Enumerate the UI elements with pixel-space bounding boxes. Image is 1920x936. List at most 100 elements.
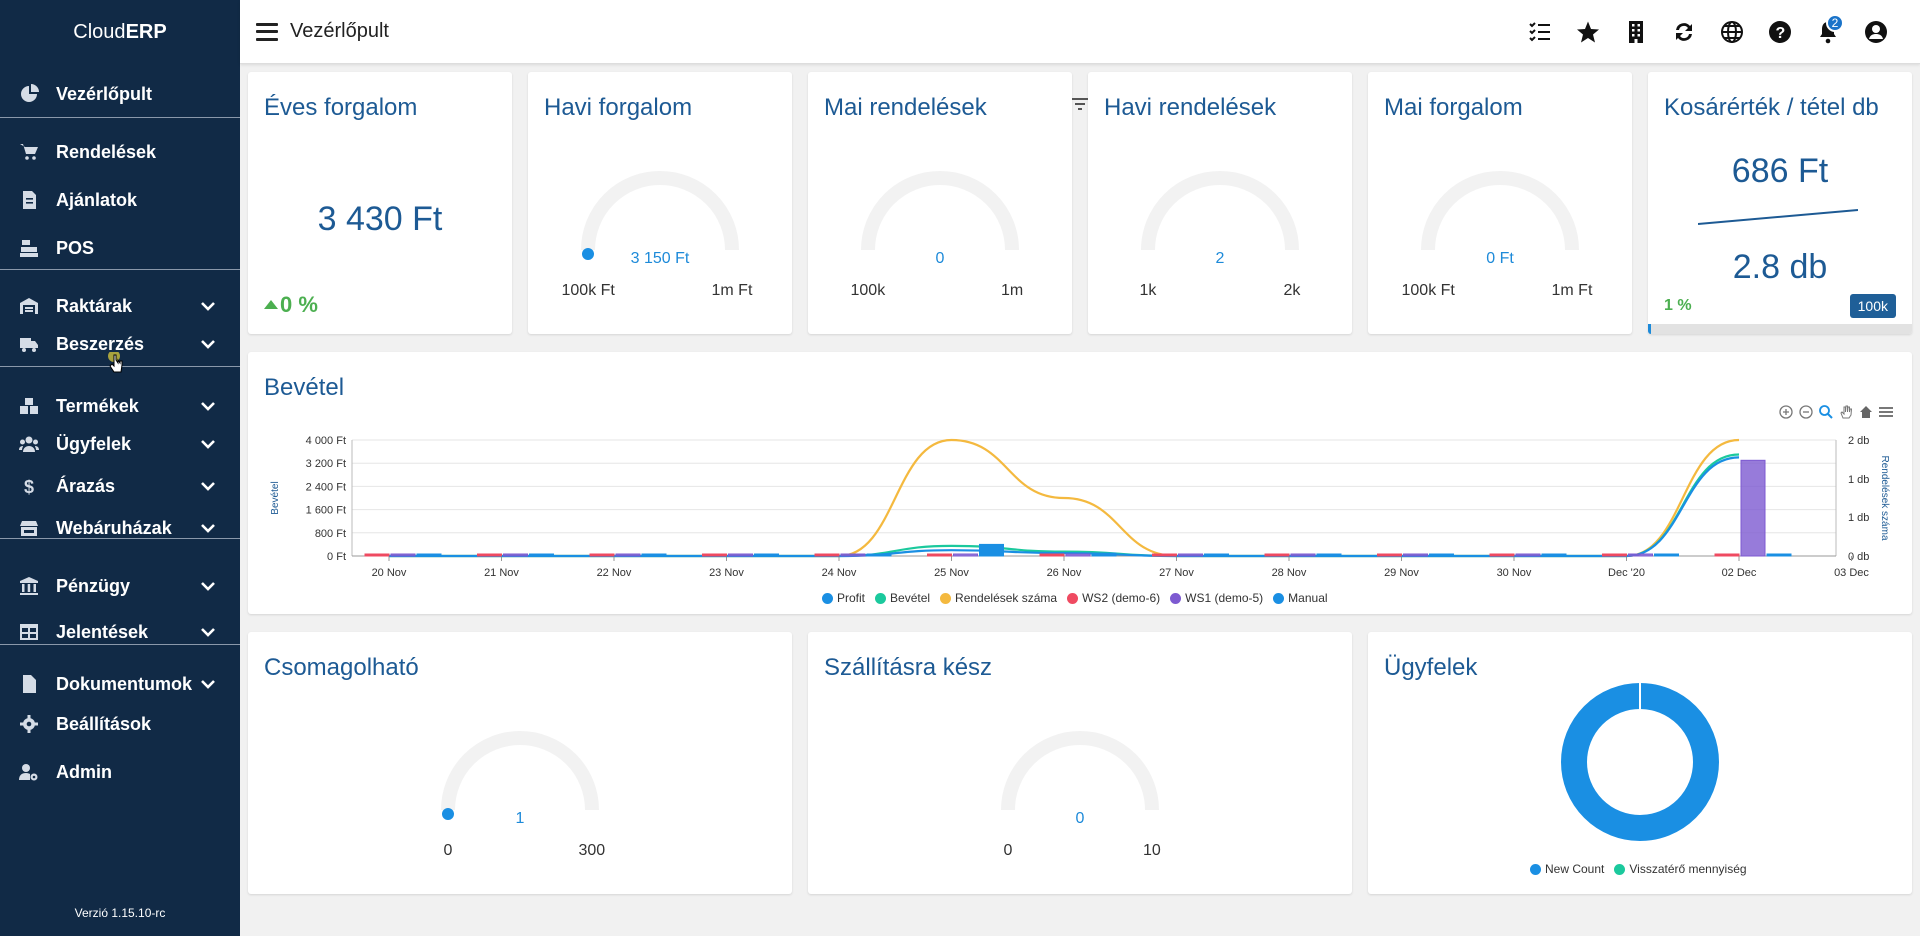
legend-item[interactable]: Profit — [822, 591, 865, 605]
sidebar-item-pos[interactable]: POS — [0, 226, 240, 270]
filter-icon[interactable] — [1070, 96, 1090, 112]
divider-line — [1698, 209, 1858, 225]
gauge-max-label: 1m — [1001, 282, 1024, 299]
chevron-down-icon[interactable] — [200, 298, 216, 314]
legend-item[interactable]: WS2 (demo-6) — [1067, 591, 1160, 605]
card-ugyfelek: Ügyfelek New Count Visszatérő mennyiség — [1368, 632, 1912, 894]
app-logo[interactable]: Cloud ERP — [0, 0, 240, 64]
threshold-button[interactable]: 100k — [1849, 294, 1896, 318]
chevron-down-icon[interactable] — [200, 578, 216, 594]
series-line-bev-tel — [389, 453, 1740, 558]
x-tick-label: 30 Nov — [1497, 567, 1532, 579]
legend-item[interactable]: Manual — [1273, 591, 1328, 605]
menu-toggle-icon[interactable] — [256, 22, 278, 41]
bell-icon[interactable]: 2 — [1804, 8, 1852, 56]
sidebar-item-dokumentumok[interactable]: Dokumentumok — [0, 662, 240, 706]
x-tick-label: 25 Nov — [934, 567, 969, 579]
y-tick-label: 4 000 Ft — [306, 435, 346, 447]
svg-text:?: ? — [1776, 25, 1786, 42]
gauge-track — [861, 171, 1019, 251]
basket-value: 686 Ft — [1731, 152, 1829, 190]
building-icon[interactable] — [1612, 8, 1660, 56]
sidebar-item-rendelesek[interactable]: Rendelések — [0, 130, 240, 174]
bar-ws1-demo-5- — [390, 553, 416, 557]
bar-ws2-demo-6- — [702, 553, 727, 557]
y-tick-label: 800 Ft — [315, 528, 346, 540]
legend-item[interactable]: Bevétel — [875, 591, 930, 605]
x-tick-label: 21 Nov — [484, 567, 519, 579]
chevron-down-icon[interactable] — [200, 520, 216, 536]
chevron-down-icon[interactable] — [200, 676, 216, 692]
user-gear-icon — [18, 761, 40, 783]
warehouse-icon — [18, 295, 40, 317]
chart-menu-icon[interactable] — [1878, 404, 1894, 420]
sidebar-item-label: Beszerzés — [56, 333, 145, 354]
gauge-chart — [441, 731, 599, 820]
sidebar-item-label: Admin — [56, 761, 112, 782]
sidebar-item-termekek[interactable]: Termékek — [0, 384, 240, 428]
chevron-down-icon[interactable] — [200, 436, 216, 452]
bar-manual — [979, 543, 1004, 557]
bar-manual — [529, 553, 554, 557]
chart-legend: Profit Bevétel Rendelések száma WS2 (demo-6… — [822, 591, 1328, 605]
globe-icon[interactable] — [1708, 8, 1756, 56]
boxes-icon — [18, 395, 40, 417]
user-icon[interactable] — [1852, 8, 1900, 56]
legend-item[interactable]: WS1 (demo-5) — [1170, 591, 1263, 605]
sidebar-item-jelentesek[interactable]: Jelentések — [0, 610, 240, 654]
sidebar: Cloud ERP Vezérlőpult Rendelések Ajánlatok P… — [0, 0, 240, 936]
card-title: Kosárérték / tétel db — [1664, 94, 1879, 121]
sidebar-item-vezerlopult[interactable]: Vezérlőpult — [0, 72, 240, 116]
gauge-track — [441, 731, 599, 811]
sync-icon[interactable] — [1660, 8, 1708, 56]
gauge-chart — [1141, 171, 1299, 251]
card-havi-forgalom: Havi forgalom 3 150 Ft 100k Ft 1m Ft — [528, 72, 792, 334]
sidebar-item-beallitasok[interactable]: Beállítások — [0, 702, 240, 746]
y2-tick-label: 2 db — [1848, 435, 1869, 447]
gauge-track — [581, 171, 739, 251]
sidebar-item-raktarak[interactable]: Raktárak — [0, 284, 240, 328]
sidebar-item-webaruhazak[interactable]: Webáruházak — [0, 506, 240, 550]
legend-item[interactable]: New Count — [1530, 862, 1604, 876]
card-eves-forgalom: Éves forgalom 3 430 Ft 0 % — [248, 72, 512, 334]
star-icon[interactable] — [1564, 8, 1612, 56]
help-icon[interactable]: ? — [1756, 8, 1804, 56]
chevron-down-icon[interactable] — [200, 398, 216, 414]
sidebar-item-penzugy[interactable]: Pénzügy — [0, 564, 240, 608]
gauge-min-label: 100k Ft — [1401, 282, 1455, 299]
donut-slice — [1561, 683, 1719, 841]
sidebar-item-arazas[interactable]: $ Árazás — [0, 464, 240, 508]
card-title: Havi forgalom — [544, 94, 693, 121]
gauge-value: 0 — [1075, 810, 1085, 827]
tasks-icon[interactable] — [1516, 8, 1564, 56]
sidebar-item-beszerzes[interactable]: Beszerzés — [0, 322, 240, 366]
legend-label: Visszatérő mennyiség — [1629, 862, 1747, 876]
zoom-in-icon[interactable] — [1778, 404, 1794, 420]
y-tick-label: 2 400 Ft — [306, 481, 346, 493]
bar-ws2-demo-6- — [477, 553, 502, 557]
bar-ws1-demo-5- — [1178, 553, 1203, 557]
chevron-down-icon[interactable] — [200, 624, 216, 640]
sidebar-item-ajanlatok[interactable]: Ajánlatok — [0, 178, 240, 222]
notification-badge: 2 — [1826, 14, 1844, 32]
sidebar-item-ugyfelek[interactable]: Ügyfelek — [0, 422, 240, 466]
chevron-down-icon[interactable] — [200, 478, 216, 494]
legend-item[interactable]: Rendelések száma — [940, 591, 1057, 605]
zoom-select-icon[interactable] — [1818, 404, 1834, 420]
sidebar-item-label: Árazás — [56, 475, 116, 496]
bar-ws2-demo-6- — [814, 553, 840, 557]
bar-ws1-demo-5- — [615, 553, 641, 557]
sidebar-item-admin[interactable]: Admin — [0, 750, 240, 794]
pan-hand-icon[interactable] — [1838, 404, 1854, 420]
bar-ws2-demo-6- — [589, 553, 615, 557]
chevron-down-icon[interactable] — [200, 336, 216, 352]
bar-ws2-demo-6- — [1714, 553, 1740, 557]
bar-ws2-demo-6- — [1489, 553, 1515, 557]
gauge-fill — [442, 808, 454, 820]
legend-label: WS1 (demo-5) — [1185, 591, 1264, 605]
bar-manual — [1429, 553, 1454, 557]
zoom-out-icon[interactable] — [1798, 404, 1814, 420]
legend-item[interactable]: Visszatérő mennyiség — [1614, 862, 1747, 876]
legend-marker — [1273, 592, 1285, 604]
reset-home-icon[interactable] — [1858, 404, 1874, 420]
